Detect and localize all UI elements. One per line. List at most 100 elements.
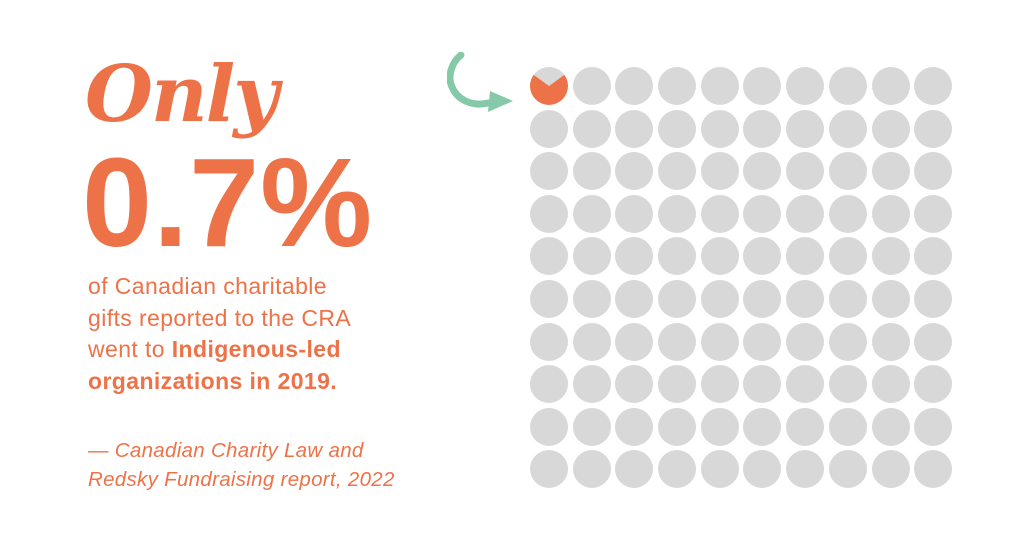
description-line: gifts reported to the CRA — [88, 304, 352, 331]
waffle-dot — [572, 67, 611, 105]
waffle-dot — [786, 322, 825, 361]
waffle-dot — [615, 194, 654, 233]
citation-line: — Canadian Charity Law and — [88, 439, 364, 462]
waffle-dot — [530, 322, 568, 361]
waffle-dot — [743, 279, 782, 318]
waffle-dot — [615, 152, 654, 191]
waffle-dot — [572, 322, 611, 361]
waffle-dot — [871, 109, 910, 148]
waffle-dot — [615, 365, 654, 404]
waffle-dot — [615, 109, 654, 148]
waffle-dot — [658, 109, 697, 148]
waffle-dot — [658, 450, 697, 489]
waffle-dot — [530, 237, 568, 276]
waffle-dot — [786, 450, 825, 489]
waffle-dot — [828, 407, 867, 446]
waffle-dot — [914, 322, 953, 361]
waffle-dot — [700, 279, 739, 318]
waffle-dot — [871, 450, 910, 489]
citation: — Canadian Charity Law and Redsky Fundra… — [88, 437, 395, 494]
waffle-dot — [572, 279, 611, 318]
waffle-dot — [743, 109, 782, 148]
waffle-dot — [743, 67, 782, 105]
waffle-dot — [572, 407, 611, 446]
description-line: of Canadian charitable — [88, 273, 327, 299]
waffle-dot — [871, 194, 910, 233]
waffle-dot — [530, 365, 568, 404]
waffle-dot — [658, 322, 697, 361]
waffle-dot — [700, 237, 739, 276]
waffle-dot — [658, 407, 697, 446]
waffle-dot — [743, 237, 782, 276]
waffle-dot — [615, 279, 654, 318]
waffle-dot — [828, 322, 867, 361]
waffle-dot — [700, 365, 739, 404]
waffle-dot — [786, 407, 825, 446]
waffle-dot — [700, 450, 739, 489]
waffle-dot — [700, 152, 739, 191]
waffle-dot — [914, 109, 953, 148]
waffle-dot — [871, 152, 910, 191]
waffle-dot — [658, 194, 697, 233]
kicker-text: Only — [85, 49, 279, 140]
waffle-dot — [786, 237, 825, 276]
waffle-dot — [786, 365, 825, 404]
waffle-dot — [615, 67, 654, 105]
waffle-dot — [572, 152, 611, 191]
waffle-dot — [828, 67, 867, 105]
waffle-dot — [786, 109, 825, 148]
waffle-dot — [828, 365, 867, 404]
waffle-dot — [914, 152, 953, 191]
waffle-dot — [700, 67, 739, 105]
waffle-dot — [828, 109, 867, 148]
waffle-dot — [572, 450, 611, 489]
waffle-dot — [786, 194, 825, 233]
waffle-dot — [871, 322, 910, 361]
waffle-dot — [828, 152, 867, 191]
waffle-dot — [743, 152, 782, 191]
waffle-dot — [658, 279, 697, 318]
waffle-dot — [615, 450, 654, 489]
waffle-dot — [615, 322, 654, 361]
waffle-dot — [786, 67, 825, 105]
waffle-dot — [743, 450, 782, 489]
citation-line: Redsky Fundraising report, 2022 — [88, 467, 395, 491]
waffle-dot — [914, 365, 953, 404]
waffle-dot — [658, 237, 697, 276]
waffle-dot — [700, 407, 739, 446]
waffle-dot — [572, 237, 611, 276]
waffle-dot — [914, 194, 953, 233]
waffle-dot — [530, 407, 568, 446]
waffle-dot — [871, 365, 910, 404]
waffle-dot — [530, 152, 568, 191]
waffle-dot — [572, 194, 611, 233]
waffle-dot — [572, 365, 611, 404]
waffle-dot — [828, 237, 867, 276]
waffle-dot — [700, 194, 739, 233]
waffle-dot — [743, 407, 782, 446]
waffle-dot — [786, 152, 825, 191]
waffle-dot — [914, 450, 953, 489]
waffle-dot — [658, 152, 697, 191]
waffle-dot — [615, 407, 654, 446]
description-line: went to Indigenous-led — [88, 336, 341, 362]
waffle-dot — [658, 365, 697, 404]
stat-value: 0.7% — [82, 132, 374, 273]
waffle-grid — [530, 67, 953, 489]
waffle-dot — [700, 322, 739, 361]
waffle-dot — [743, 322, 782, 361]
waffle-dot — [871, 407, 910, 446]
waffle-dot — [914, 279, 953, 318]
waffle-dot — [658, 67, 697, 105]
description: of Canadian charitable gifts reported to… — [88, 271, 351, 397]
waffle-dot — [871, 279, 910, 318]
waffle-dot — [615, 237, 654, 276]
waffle-dot — [914, 407, 953, 446]
waffle-dot — [530, 194, 568, 233]
waffle-dot — [743, 194, 782, 233]
waffle-dot — [530, 279, 568, 318]
waffle-dot — [828, 279, 867, 318]
waffle-dot — [914, 237, 953, 276]
description-line: organizations in 2019. — [88, 367, 338, 394]
